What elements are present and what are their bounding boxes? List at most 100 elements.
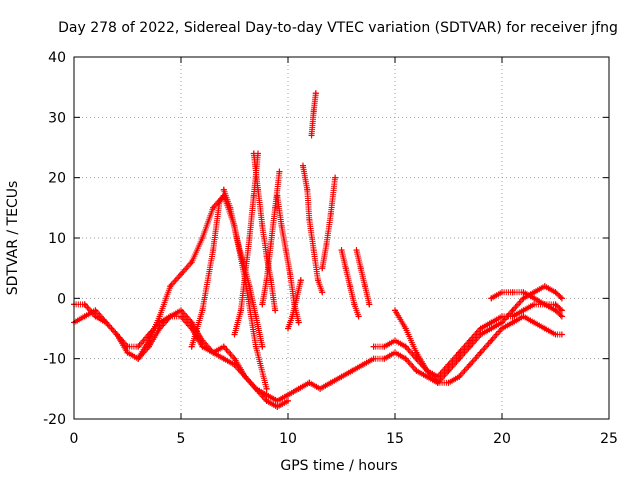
data-point	[274, 397, 281, 404]
data-point	[124, 343, 131, 350]
series-trace-19	[488, 289, 565, 314]
data-point	[220, 186, 227, 193]
y-tick-label: -20	[43, 412, 66, 428]
data-point	[558, 307, 565, 314]
data-point	[287, 271, 294, 278]
data-point	[434, 379, 441, 386]
data-point	[285, 325, 291, 332]
data-point	[392, 307, 398, 314]
data-point	[259, 222, 266, 229]
data-point	[145, 337, 152, 344]
series-trace-16	[306, 283, 565, 392]
data-point	[456, 355, 463, 362]
data-point	[314, 277, 321, 284]
chart-title: Day 278 of 2022, Sidereal Day-to-day VTE…	[58, 20, 618, 36]
data-point	[81, 313, 88, 320]
data-point	[323, 241, 330, 248]
data-point	[351, 301, 358, 308]
data-point	[293, 295, 300, 302]
data-point	[178, 307, 184, 314]
data-point	[347, 283, 354, 290]
data-point	[552, 331, 559, 338]
data-point	[304, 186, 311, 193]
data-point	[259, 343, 266, 350]
x-tick-label: 5	[177, 431, 186, 447]
y-tick-label: -10	[43, 352, 66, 368]
data-point	[252, 385, 259, 392]
data-point	[231, 355, 238, 362]
data-point	[402, 355, 409, 362]
data-point	[306, 216, 313, 223]
data-point	[520, 313, 527, 320]
data-point	[499, 319, 505, 326]
data-point	[488, 325, 495, 332]
data-point	[255, 186, 262, 193]
data-point	[210, 204, 217, 211]
data-point	[327, 210, 334, 217]
data-point	[92, 307, 99, 314]
data-point	[252, 313, 259, 320]
data-point	[295, 319, 302, 326]
data-point	[424, 373, 431, 380]
data-point	[488, 319, 495, 326]
data-point	[210, 349, 217, 356]
data-point	[531, 301, 538, 308]
data-point	[242, 271, 249, 278]
data-point	[520, 295, 527, 302]
data-point	[103, 319, 110, 326]
data-point	[297, 277, 304, 284]
data-point	[276, 168, 283, 175]
data-point	[252, 343, 259, 350]
data-point	[156, 313, 163, 320]
data-point	[456, 349, 463, 356]
x-tick-label: 20	[493, 431, 511, 447]
data-point	[499, 313, 505, 320]
data-point	[92, 313, 99, 320]
data-point	[263, 277, 270, 284]
data-point	[509, 289, 516, 296]
data-point	[308, 132, 315, 139]
data-point	[317, 385, 324, 392]
data-point	[242, 373, 249, 380]
data-point	[402, 325, 409, 332]
data-point	[231, 331, 238, 338]
data-point	[541, 283, 548, 290]
data-point	[156, 325, 163, 332]
data-point	[392, 337, 398, 344]
data-point	[220, 355, 227, 362]
data-point	[357, 265, 364, 272]
data-point	[499, 325, 505, 332]
data-point	[267, 241, 274, 248]
data-point	[263, 397, 270, 404]
data-point	[509, 313, 516, 320]
data-point	[285, 397, 291, 404]
data-point	[466, 337, 473, 344]
x-tick-label: 0	[70, 431, 79, 447]
data-point	[274, 403, 281, 410]
data-point	[272, 307, 279, 314]
y-tick-label: 10	[48, 231, 66, 247]
y-tick-label: 0	[57, 291, 66, 307]
data-point	[259, 301, 266, 308]
series-trace-18	[392, 307, 565, 386]
data-point	[342, 265, 349, 272]
data-point	[227, 204, 234, 211]
data-point	[541, 301, 548, 308]
data-point	[359, 361, 366, 368]
data-point	[310, 108, 317, 115]
y-tick-label: 30	[48, 110, 66, 126]
series-trace-8	[259, 168, 283, 308]
data-point	[282, 247, 289, 254]
y-axis-label: SDTVAR / TECUs	[5, 181, 21, 296]
data-point	[246, 283, 253, 290]
data-point	[520, 307, 527, 314]
data-point	[445, 361, 452, 368]
data-point	[167, 313, 174, 320]
series-trace-10	[285, 277, 304, 332]
data-point	[370, 355, 377, 362]
x-axis-label: GPS time / hours	[280, 458, 397, 474]
data-point	[188, 343, 195, 350]
data-point	[124, 349, 131, 356]
